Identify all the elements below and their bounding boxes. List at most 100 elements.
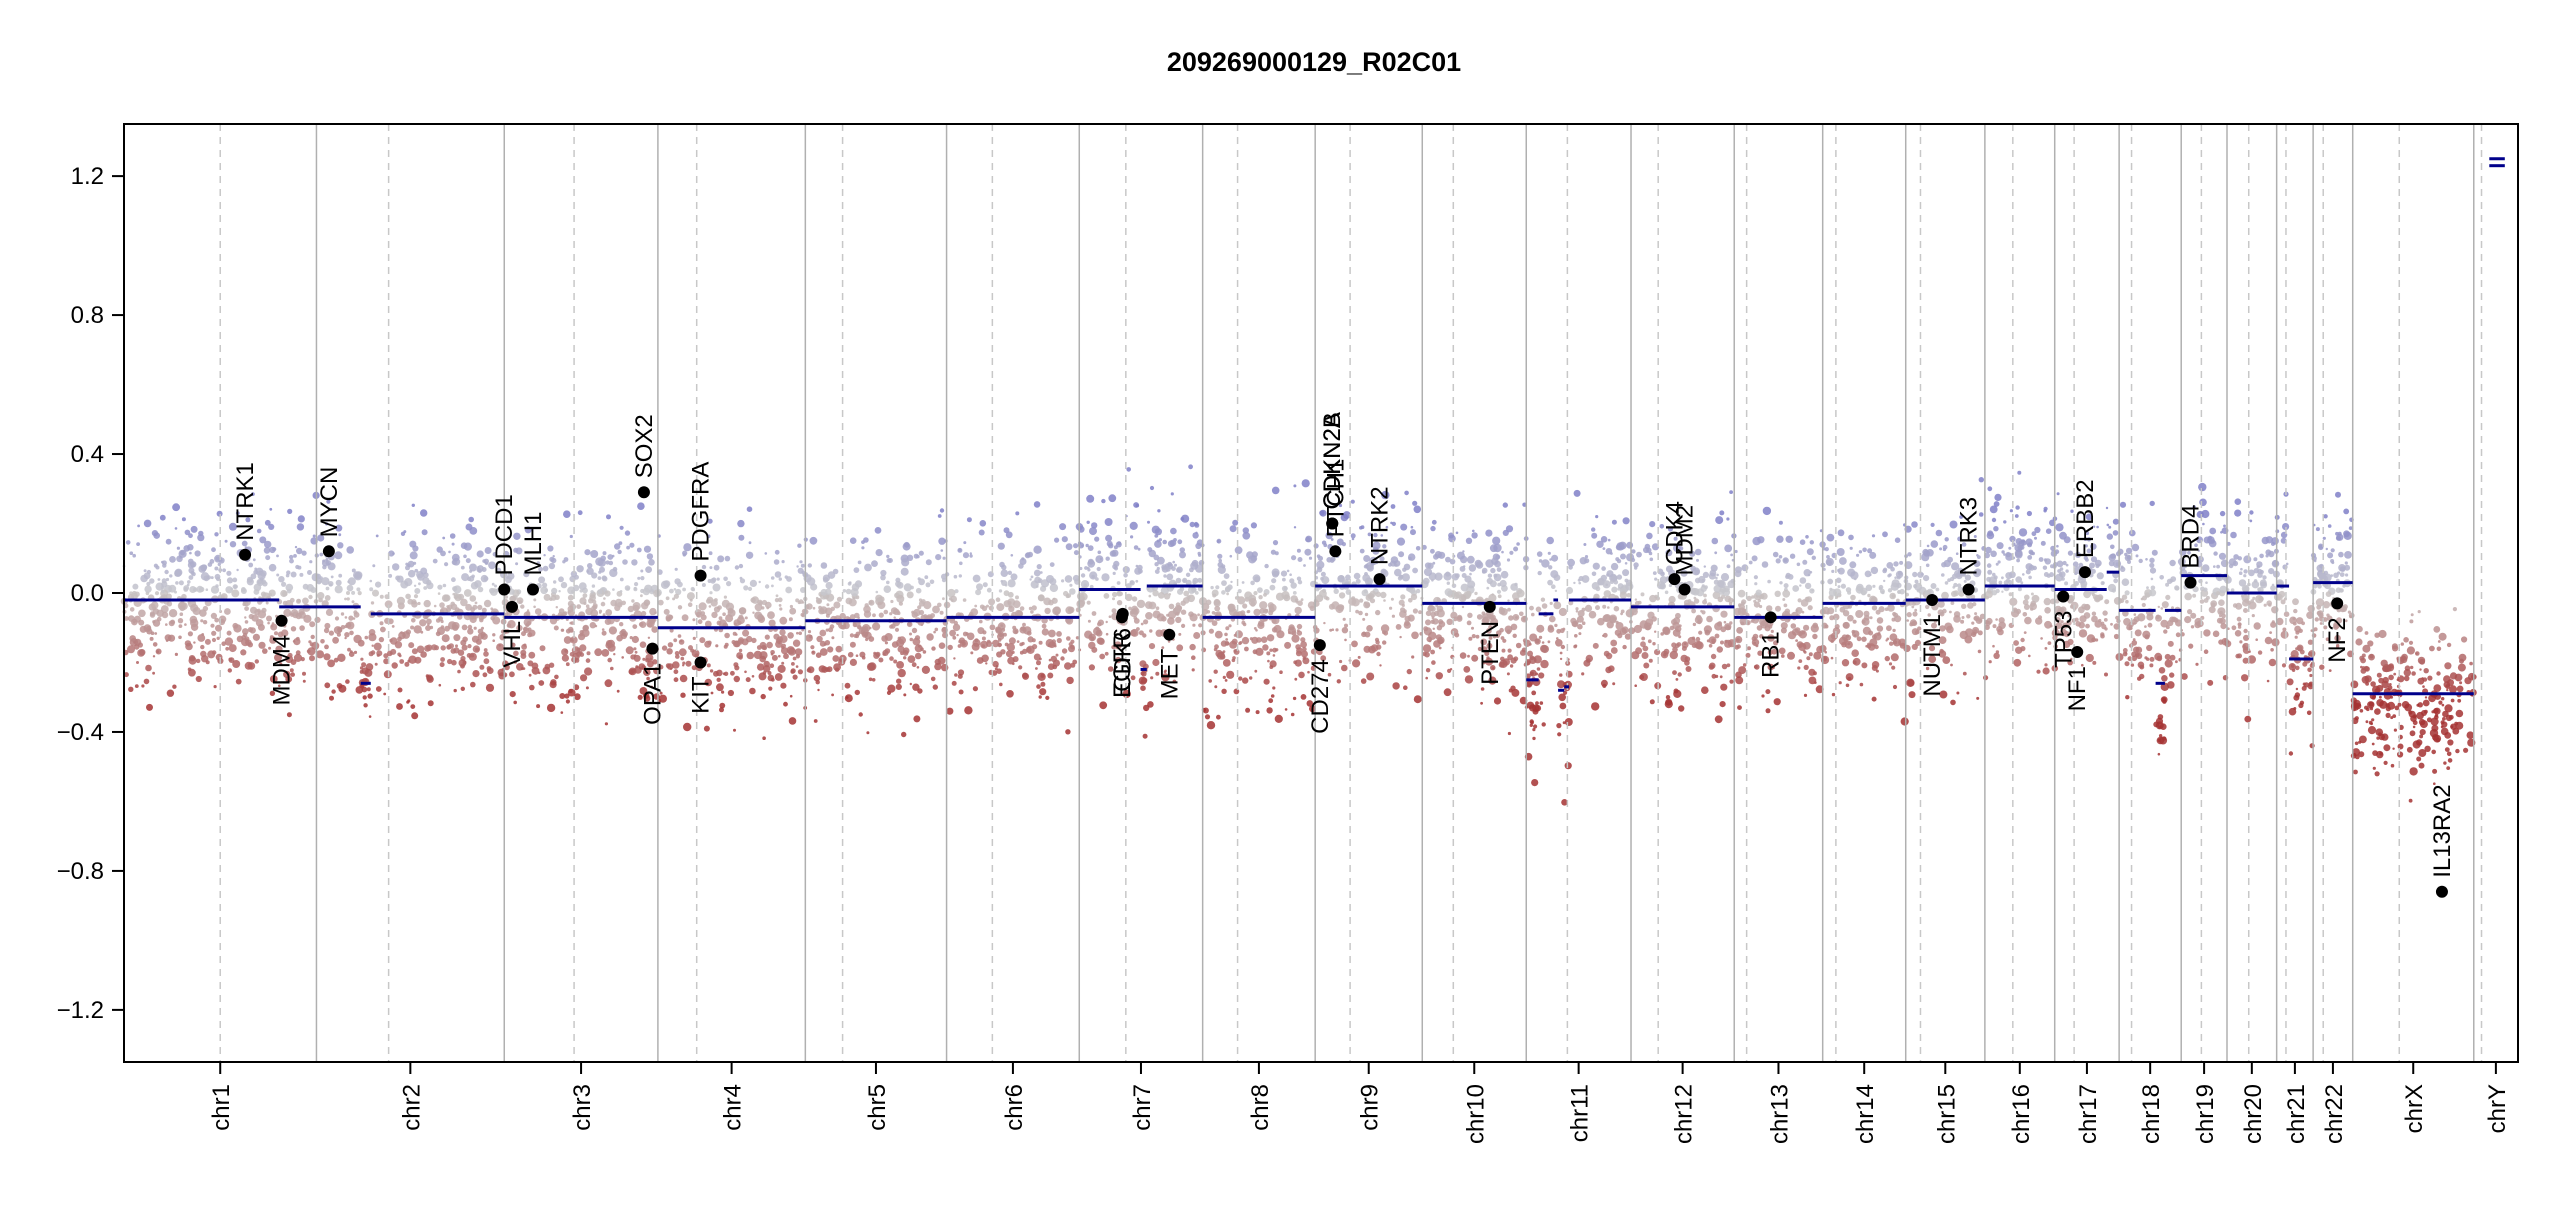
probe-point bbox=[1482, 661, 1486, 665]
probe-point bbox=[1101, 498, 1106, 504]
probe-point bbox=[529, 684, 535, 691]
probe-point bbox=[1602, 683, 1607, 689]
probe-point bbox=[1264, 563, 1269, 569]
probe-point bbox=[1202, 707, 1209, 714]
probe-point bbox=[2298, 628, 2303, 633]
probe-point bbox=[2410, 715, 2417, 722]
probe-point bbox=[275, 645, 283, 653]
probe-point bbox=[2444, 662, 2452, 670]
probe-point bbox=[1888, 662, 1893, 666]
probe-point bbox=[2056, 560, 2064, 568]
probe-point bbox=[1839, 557, 1847, 565]
probe-point bbox=[2218, 552, 2227, 560]
probe-point bbox=[1048, 658, 1052, 662]
probe-point bbox=[2197, 549, 2200, 552]
probe-point bbox=[483, 599, 492, 608]
probe-point bbox=[1962, 573, 1966, 577]
probe-point bbox=[1847, 568, 1856, 577]
probe-point bbox=[2383, 744, 2391, 752]
probe-point bbox=[1921, 573, 1924, 576]
probe-point bbox=[176, 546, 180, 550]
probe-point bbox=[1293, 484, 1297, 488]
probe-point bbox=[930, 676, 936, 682]
probe-point bbox=[896, 661, 904, 669]
probe-point bbox=[1431, 519, 1437, 525]
probe-point bbox=[926, 633, 934, 641]
probe-point bbox=[737, 519, 745, 528]
probe-point bbox=[1884, 655, 1891, 662]
probe-point bbox=[1513, 546, 1519, 552]
probe-point bbox=[1646, 532, 1653, 540]
probe-point bbox=[2449, 685, 2457, 694]
probe-point bbox=[407, 569, 416, 578]
probe-point bbox=[1634, 600, 1640, 606]
probe-point bbox=[1344, 638, 1347, 642]
probe-point bbox=[1003, 590, 1010, 597]
probe-point bbox=[1730, 553, 1733, 557]
probe-point bbox=[788, 717, 797, 725]
probe-point bbox=[1351, 537, 1355, 541]
probe-point bbox=[646, 553, 654, 560]
probe-point bbox=[1174, 563, 1177, 567]
probe-point bbox=[849, 641, 856, 648]
probe-point bbox=[1941, 573, 1945, 577]
probe-point bbox=[1214, 605, 1221, 612]
probe-point bbox=[585, 686, 589, 690]
probe-point bbox=[713, 606, 721, 613]
probe-point bbox=[1348, 597, 1357, 606]
probe-point bbox=[1533, 655, 1542, 664]
probe-point bbox=[1683, 529, 1686, 532]
probe-point bbox=[2017, 587, 2022, 592]
probe-point bbox=[513, 660, 517, 664]
probe-point bbox=[166, 689, 175, 697]
probe-point bbox=[811, 650, 816, 655]
probe-point bbox=[800, 612, 805, 617]
probe-point bbox=[682, 587, 686, 592]
probe-point bbox=[1493, 697, 1502, 705]
probe-point bbox=[2113, 597, 2122, 605]
probe-point bbox=[1303, 564, 1306, 567]
probe-point bbox=[164, 569, 169, 575]
probe-point bbox=[1224, 679, 1228, 682]
probe-point bbox=[2220, 623, 2227, 630]
probe-point bbox=[980, 640, 989, 649]
probe-point bbox=[827, 571, 836, 579]
probe-point bbox=[1894, 537, 1901, 543]
probe-point bbox=[346, 546, 355, 554]
probe-point bbox=[1755, 589, 1762, 596]
probe-point bbox=[1556, 637, 1559, 640]
probe-point bbox=[518, 600, 523, 604]
probe-point bbox=[922, 650, 927, 654]
probe-point bbox=[1054, 644, 1057, 648]
probe-point bbox=[188, 567, 195, 574]
probe-point bbox=[1205, 599, 1212, 606]
probe-point bbox=[398, 654, 402, 658]
probe-point bbox=[290, 613, 294, 617]
probe-point bbox=[1006, 643, 1015, 652]
probe-point bbox=[361, 662, 367, 668]
probe-point bbox=[1915, 629, 1920, 635]
probe-point bbox=[225, 586, 233, 594]
probe-point bbox=[979, 619, 983, 624]
probe-point bbox=[1659, 524, 1665, 529]
probe-point bbox=[775, 594, 779, 598]
probe-point bbox=[2390, 763, 2395, 768]
probe-point bbox=[1379, 664, 1382, 667]
probe-point bbox=[579, 589, 583, 593]
probe-point bbox=[1411, 655, 1415, 659]
probe-point bbox=[938, 642, 946, 649]
probe-point bbox=[444, 562, 449, 567]
probe-point bbox=[1189, 613, 1198, 622]
probe-point bbox=[2372, 695, 2376, 699]
probe-point bbox=[146, 581, 151, 587]
probe-point bbox=[906, 591, 914, 599]
probe-point bbox=[911, 627, 918, 634]
probe-point bbox=[1493, 543, 1502, 553]
probe-point bbox=[2262, 575, 2267, 580]
probe-point bbox=[1434, 572, 1443, 581]
probe-point bbox=[1296, 576, 1302, 581]
probe-point bbox=[2190, 612, 2197, 619]
probe-point bbox=[1052, 664, 1058, 670]
probe-point bbox=[1611, 519, 1617, 525]
probe-point bbox=[1709, 569, 1717, 577]
